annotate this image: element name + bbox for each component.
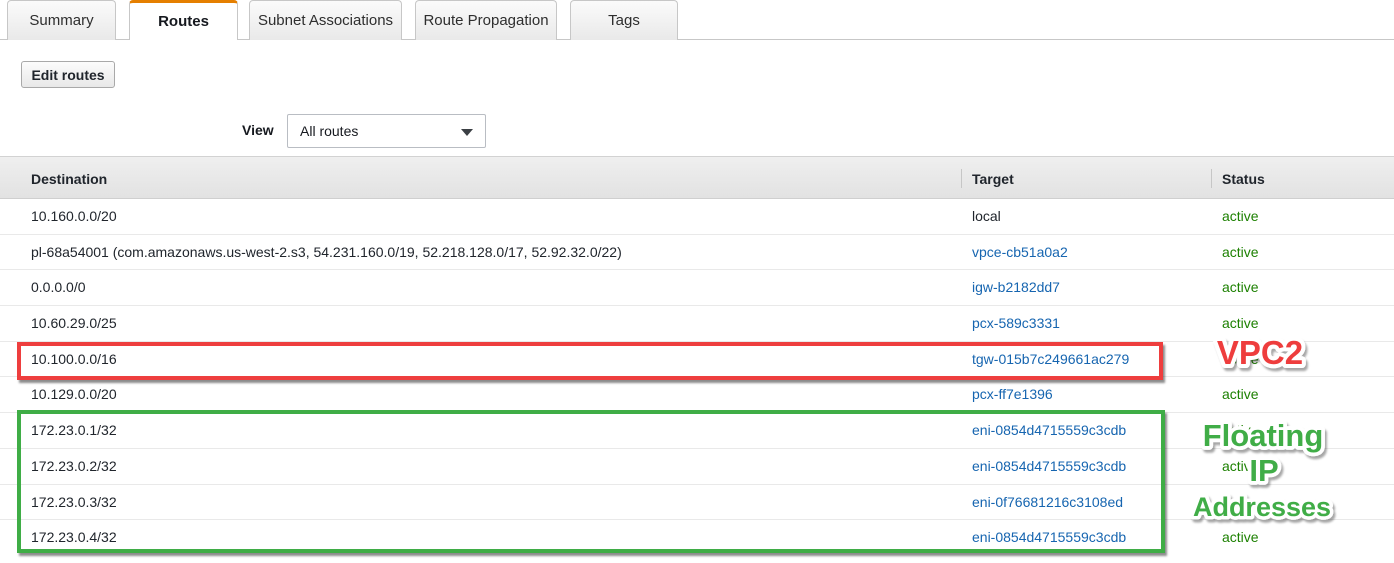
svg-text:Floating: Floating — [1203, 418, 1324, 453]
svg-text:IP: IP — [1249, 453, 1278, 488]
svg-text:Addresses: Addresses — [1193, 492, 1331, 522]
svg-text:VPC2: VPC2 — [1217, 334, 1303, 371]
